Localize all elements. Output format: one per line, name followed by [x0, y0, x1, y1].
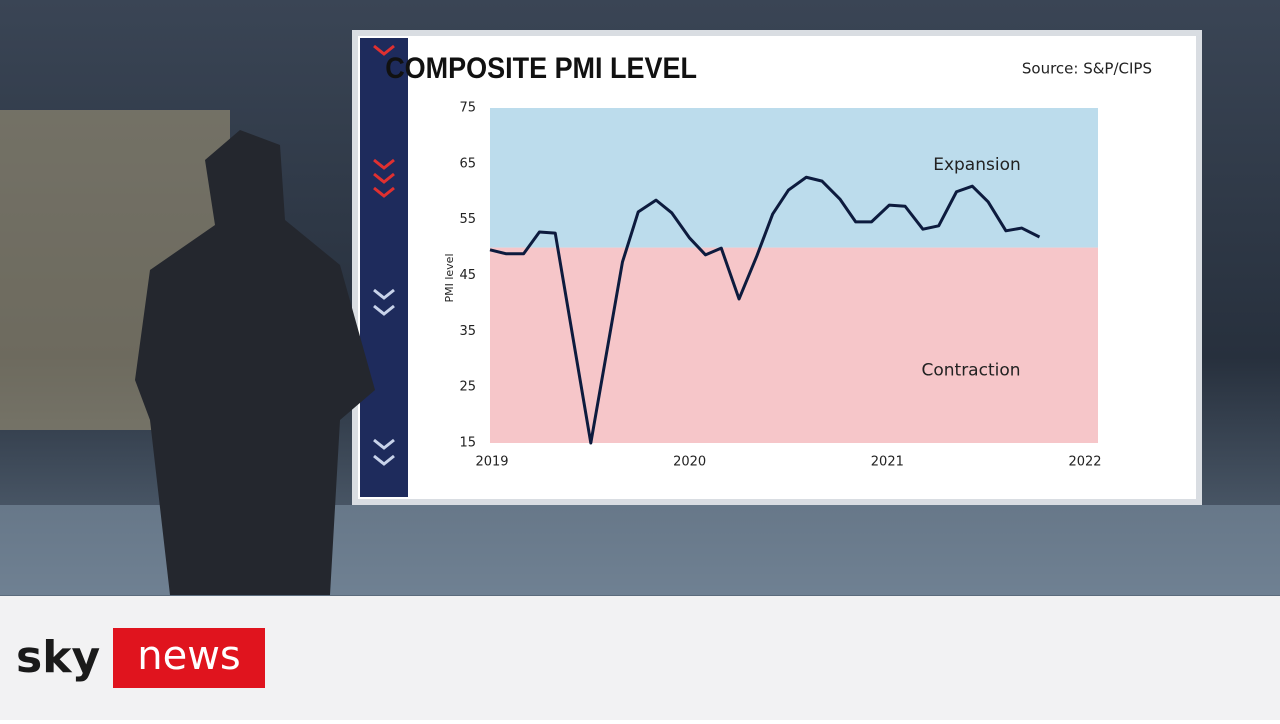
y-tick-label: 75	[459, 101, 476, 116]
x-tick-label: 2020	[673, 455, 706, 470]
band	[490, 247, 1098, 443]
chevrons	[373, 44, 395, 198]
chart-title: COMPOSITE PMI LEVEL	[385, 52, 697, 86]
y-tick-label: 45	[459, 268, 476, 283]
line	[489, 175, 1041, 445]
logo-sky: sky	[16, 632, 100, 683]
plot: Expansion Contraction 15 25 35 45 55 65 75 2019 20…	[459, 101, 1101, 470]
source: Source: S&P/CIPS	[1022, 60, 1152, 78]
x-tick-label: 2022	[1068, 455, 1101, 470]
logo-box	[113, 628, 265, 688]
presenter	[135, 130, 375, 595]
logo-news: news	[137, 633, 241, 679]
y-tick-label: 55	[459, 212, 476, 227]
chevrons-light	[373, 288, 395, 466]
side-strip	[360, 38, 408, 497]
band-label: Contraction	[921, 361, 1020, 381]
band-label: Expansion	[933, 155, 1021, 175]
x-tick-label: 2019	[475, 455, 508, 470]
y-tick-label: 15	[459, 436, 476, 451]
band	[490, 108, 1098, 248]
y-tick-label: 25	[459, 380, 476, 395]
y-tick-label: 35	[459, 324, 476, 339]
x-tick-label: 2021	[871, 455, 904, 470]
y-tick-label: 65	[459, 156, 476, 171]
y-axis-label: PMI level	[443, 253, 456, 302]
